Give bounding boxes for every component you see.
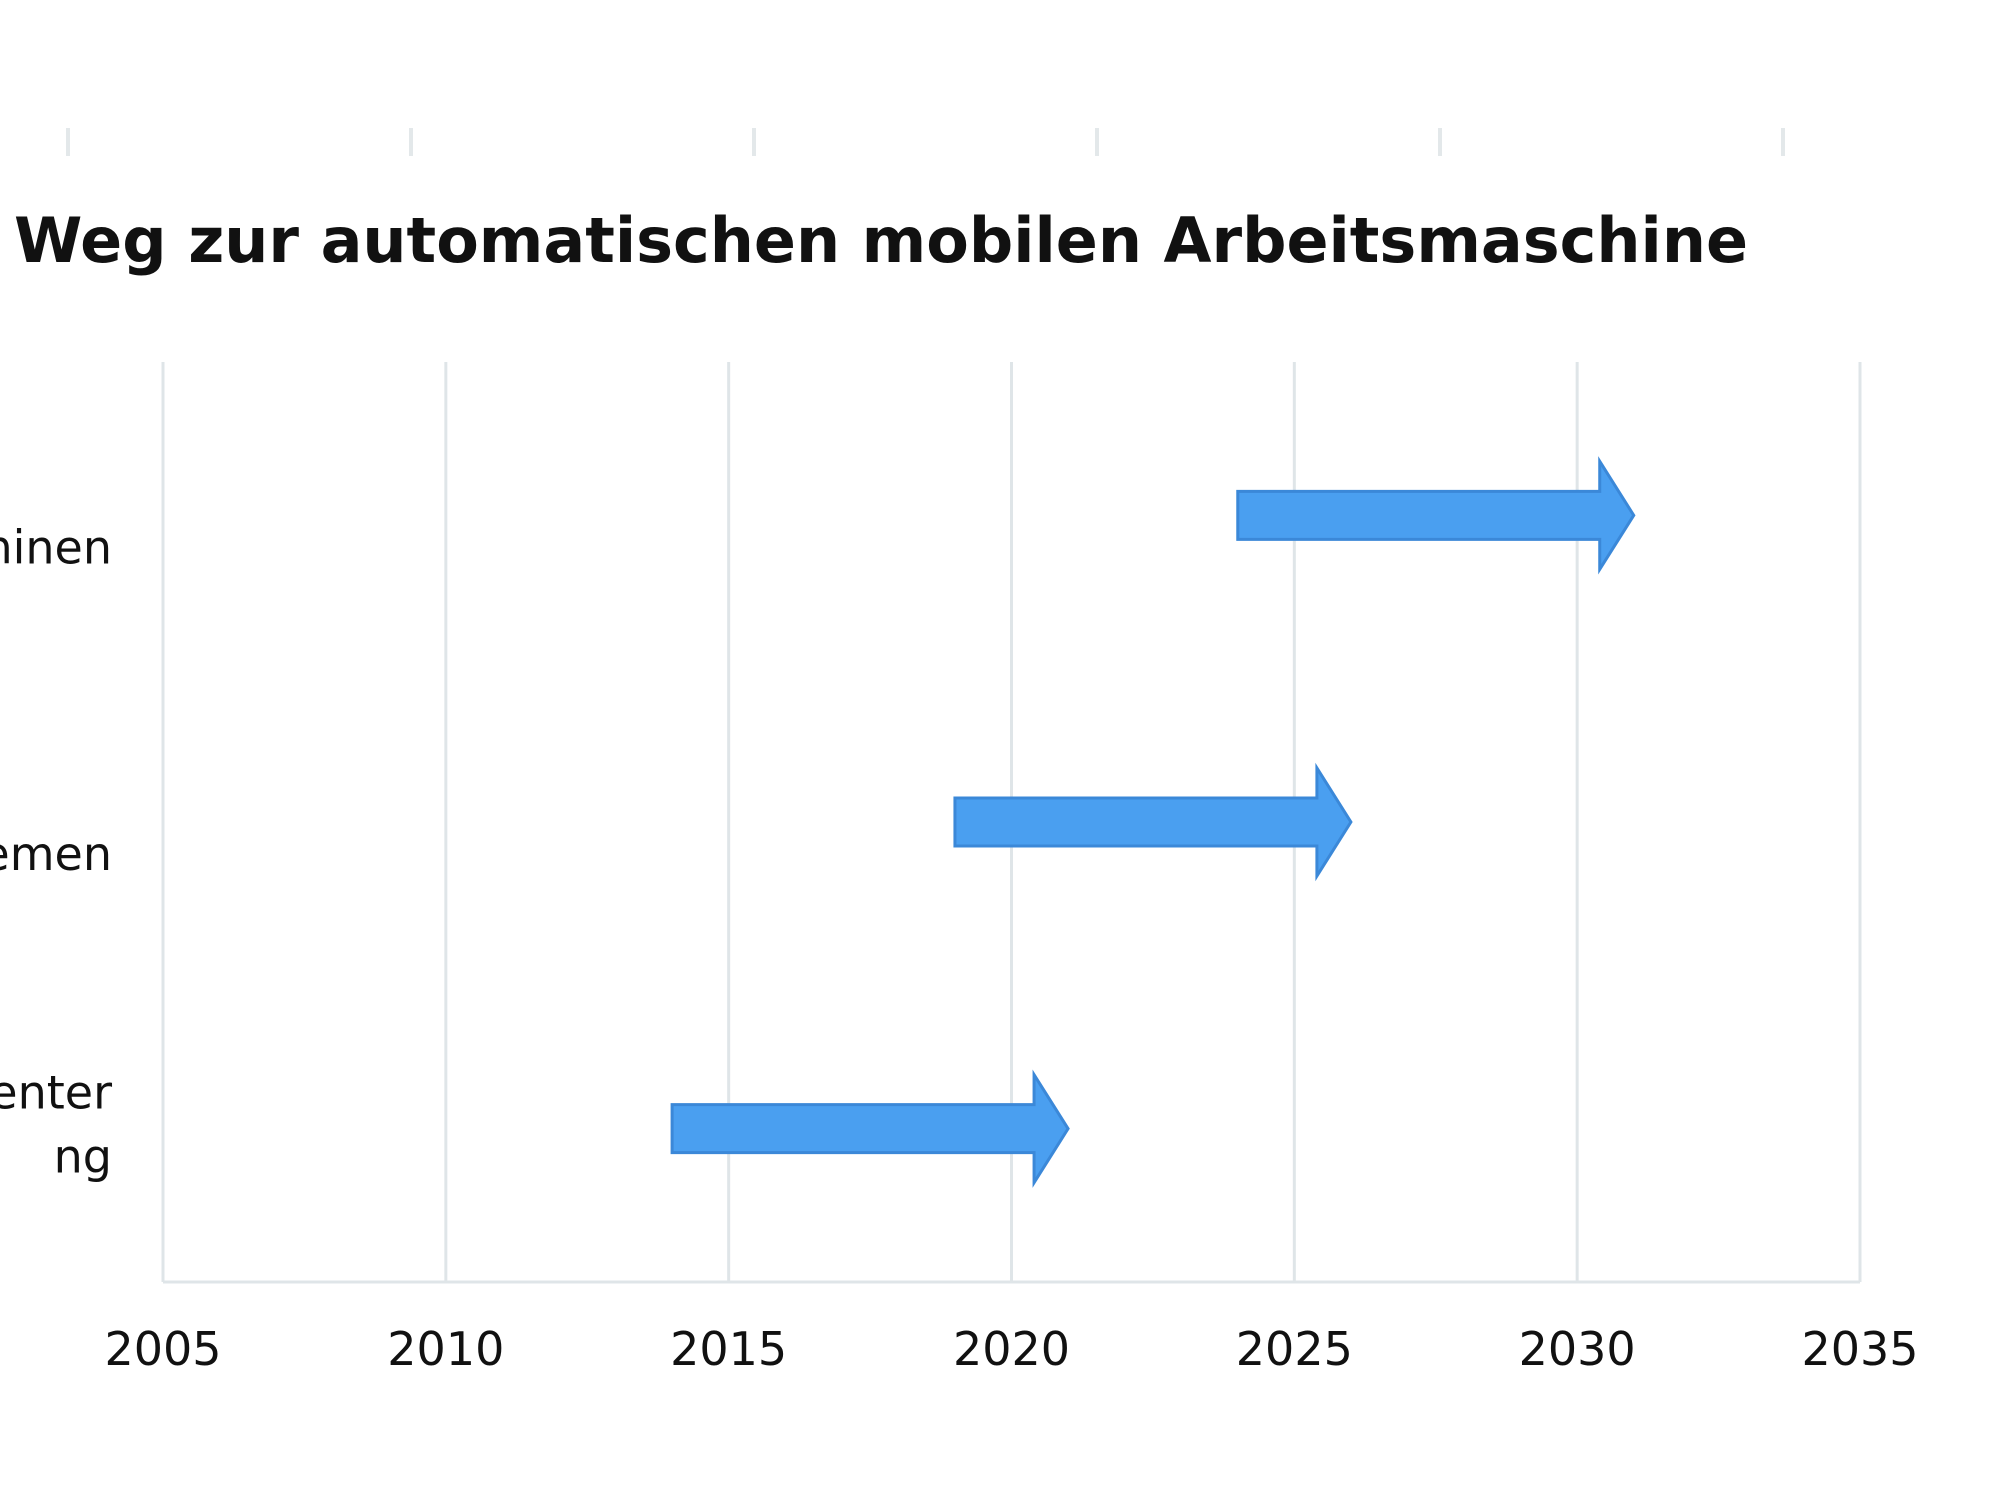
row-label-0: hinen bbox=[0, 520, 112, 574]
row-label-2: enter ng bbox=[0, 1066, 112, 1184]
timeline-arrows bbox=[670, 456, 1636, 1188]
x-tick-label-2030: 2030 bbox=[1519, 1322, 1636, 1376]
timeline-arrow-0 bbox=[1236, 456, 1636, 575]
x-tick-label-2025: 2025 bbox=[1236, 1322, 1353, 1376]
chart-title: Weg zur automatischen mobilen Arbeitsmas… bbox=[14, 204, 1748, 277]
timeline-arrow-1 bbox=[953, 762, 1353, 882]
x-tick-label-2035: 2035 bbox=[1801, 1322, 1918, 1376]
timeline-arrow-2 bbox=[670, 1069, 1070, 1188]
top-tick-marks bbox=[66, 128, 1785, 156]
row-label-1: emen bbox=[0, 827, 112, 881]
x-tick-label-2010: 2010 bbox=[387, 1322, 504, 1376]
x-axis-tick-labels: 2005 2010 2015 2020 2025 2030 2035 bbox=[104, 1322, 1918, 1376]
x-tick-label-2015: 2015 bbox=[670, 1322, 787, 1376]
x-tick-label-2020: 2020 bbox=[953, 1322, 1070, 1376]
x-tick-label-2005: 2005 bbox=[104, 1322, 221, 1376]
